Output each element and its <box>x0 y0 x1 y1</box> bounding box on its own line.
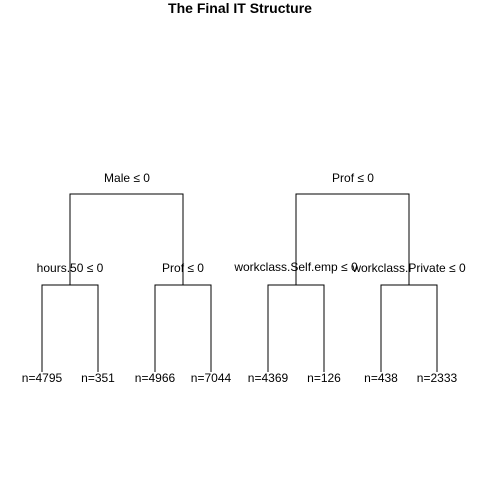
diagram-title: The Final IT Structure <box>168 0 312 16</box>
leaf-label: n=4795 <box>22 371 63 385</box>
leaf-label: n=438 <box>364 371 398 385</box>
leaf-label: n=4369 <box>248 371 289 385</box>
leaf-label: n=7044 <box>191 371 232 385</box>
branch-self-emp <box>267 284 325 372</box>
leaf-label: n=2333 <box>417 371 458 385</box>
split-label-male: Male ≤ 0 <box>104 171 150 185</box>
split-label-self-emp: workclass.Self.emp ≤ 0 <box>233 260 358 274</box>
branch-male <box>69 193 184 285</box>
branch-private <box>380 284 438 372</box>
branch-prof-root <box>295 193 410 285</box>
leaf-label: n=351 <box>81 371 115 385</box>
split-label-hours: hours.50 ≤ 0 <box>37 261 104 275</box>
split-label-prof-root: Prof ≤ 0 <box>332 171 374 185</box>
leaf-label: n=126 <box>307 371 341 385</box>
branch-hours <box>41 284 99 372</box>
split-label-private: workclass.Private ≤ 0 <box>351 261 466 275</box>
leaf-label: n=4966 <box>135 371 176 385</box>
split-label-prof-left: Prof ≤ 0 <box>162 261 204 275</box>
branch-prof-left <box>154 284 212 372</box>
